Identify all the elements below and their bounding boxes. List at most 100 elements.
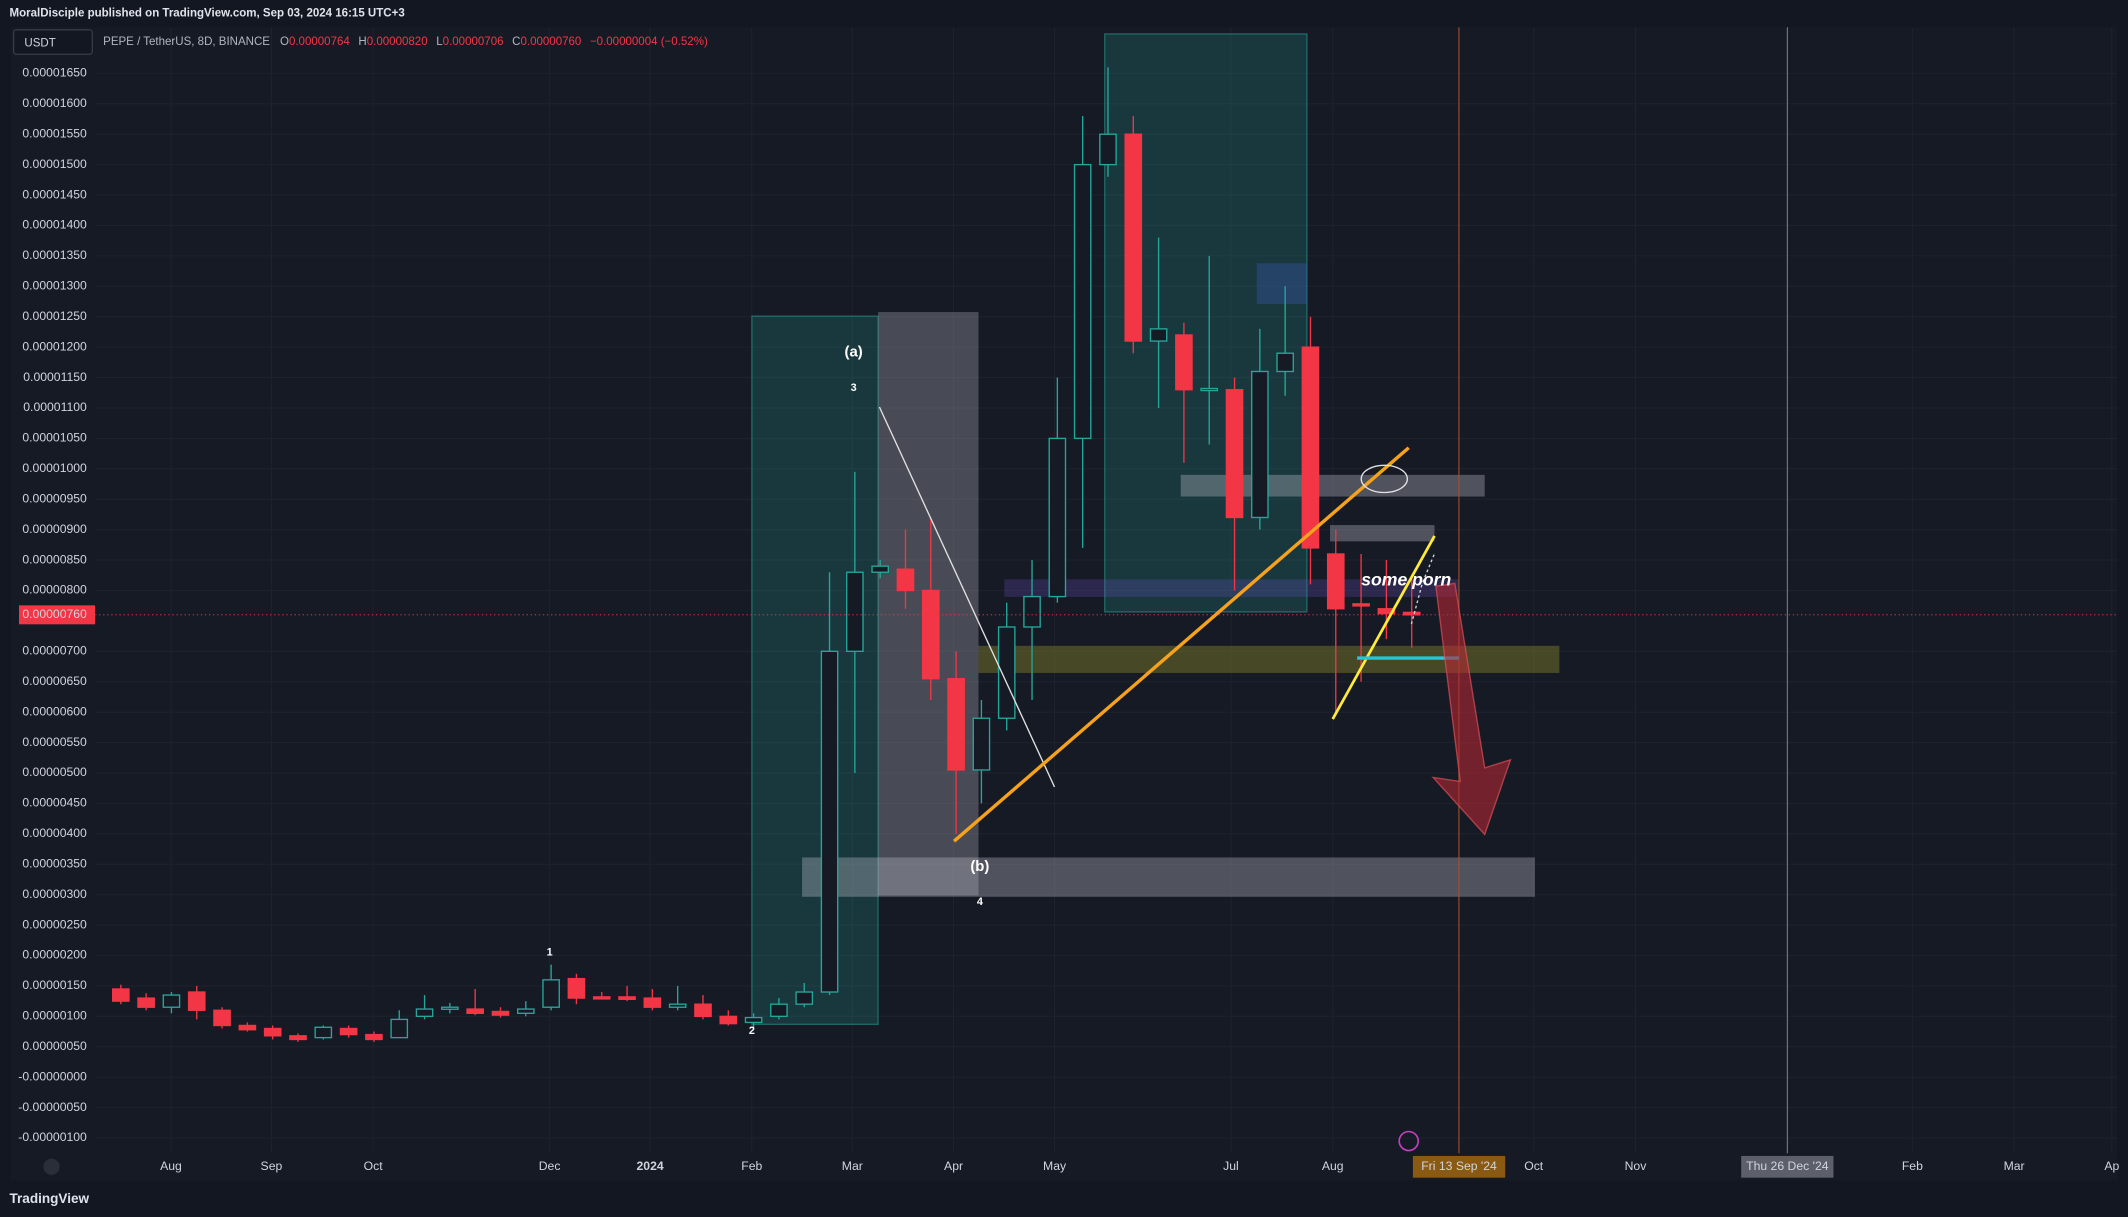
candle-body (187, 991, 206, 1011)
ohlc-value: 0.00000820 (367, 36, 428, 48)
price-box (19, 605, 95, 625)
annotation: (a) (845, 344, 863, 361)
candle-body (1352, 603, 1370, 607)
event-icon (1398, 1130, 1420, 1152)
candle-body (1175, 334, 1193, 391)
candle-body (1251, 370, 1269, 519)
candle-body (997, 626, 1016, 719)
candle-body (921, 589, 940, 680)
y-tick-label: 0.00001300 (22, 279, 87, 293)
y-tick-label: 0.00000450 (22, 796, 87, 810)
candle-body (1099, 133, 1117, 166)
candle-body (466, 1008, 485, 1014)
x-tick-label: Mar (2004, 1159, 2025, 1173)
candle-body (744, 1016, 763, 1024)
candle-body (618, 996, 636, 1000)
candle-body (770, 1003, 788, 1018)
trend-line (952, 446, 1410, 843)
y-tick-label: 0.00000400 (22, 826, 87, 840)
y-tick-label: 0.00001450 (22, 187, 87, 201)
zone (802, 857, 1535, 897)
y-tick-label: 0.00000300 (22, 887, 87, 901)
bottom-bar (0, 1183, 2128, 1217)
candle-body (213, 1009, 231, 1027)
annotation: 4 (977, 896, 983, 908)
y-tick-label: -0.00000050 (18, 1100, 87, 1114)
ohlc-label: L (436, 36, 443, 48)
x-tick-label: Ap (2104, 1159, 2119, 1173)
top-bar (0, 0, 2128, 28)
ohlc-label: C (512, 36, 520, 48)
candle-body (1225, 389, 1244, 519)
candle-body (947, 678, 965, 771)
annotation: 3 (851, 382, 857, 394)
candle-body (441, 1006, 459, 1010)
price-label: 0.00000760 (22, 607, 87, 621)
y-tick-label: 0.00001400 (22, 218, 87, 232)
drawings-top (878, 406, 1512, 1152)
x-tick-label: May (1043, 1159, 1067, 1173)
y-tick-label: 0.00000650 (22, 674, 87, 688)
x-tick-label: Aug (1322, 1159, 1344, 1173)
candle-body (871, 565, 889, 573)
candle-body (668, 1003, 687, 1008)
x-tick-label: Feb (741, 1159, 762, 1173)
currency-box[interactable] (12, 29, 93, 55)
y-tick-label: -0.00000000 (18, 1069, 87, 1083)
y-tick-label: 0.00000700 (22, 644, 87, 658)
candle-body (542, 979, 560, 1008)
ohlc-label: O (280, 36, 289, 48)
candle-body (592, 996, 611, 1000)
x-tick-label: Mar (842, 1159, 863, 1173)
candle-body (289, 1035, 307, 1041)
candle-body (795, 991, 814, 1005)
y-tick-label: -0.00000100 (18, 1130, 87, 1144)
drawings (751, 27, 1788, 1154)
x-tick-label: Oct (1524, 1159, 1544, 1173)
candle-body (694, 1003, 712, 1018)
y-tick-label: 0.00001200 (22, 339, 87, 353)
y-tick-label: 0.00000800 (22, 583, 87, 597)
x-tick-label: Oct (364, 1159, 384, 1173)
candle-body (238, 1024, 257, 1031)
x-tick-label: Sep (261, 1159, 283, 1173)
x-marker-box (1741, 1155, 1834, 1178)
x-marker-label: Thu 26 Dec '24 (1746, 1159, 1829, 1173)
annotation: 2 (749, 1025, 755, 1037)
plot-background (10, 27, 2118, 1181)
x-tick-label: Apr (944, 1159, 963, 1173)
candle-body (415, 1008, 434, 1018)
y-tick-label: 0.00000850 (22, 552, 87, 566)
x-tick-label: Dec (539, 1159, 561, 1173)
zone (1256, 263, 1307, 304)
candle-body (516, 1008, 535, 1014)
candle-body (390, 1018, 409, 1039)
symbol: PEPE / TetherUS, 8D, BINANCE O0.00000764… (103, 36, 708, 48)
candle-body (1402, 611, 1421, 616)
candle-body (1326, 553, 1345, 610)
y-tick-label: 0.00001550 (22, 126, 87, 140)
candle-body (263, 1027, 282, 1037)
candle-body (491, 1010, 510, 1016)
candle-body (1023, 595, 1041, 628)
candle-body (846, 571, 864, 653)
x-tick-label: Jul (1223, 1159, 1239, 1173)
y-tick-label: 0.00001600 (22, 96, 87, 110)
zoom-button[interactable] (43, 1158, 60, 1175)
change: −0.00000004 (−0.52%) (590, 36, 708, 48)
y-tick-label: 0.00000200 (22, 948, 87, 962)
candle-body (643, 997, 662, 1008)
candle-body (339, 1027, 358, 1036)
annotation: some porn (1361, 569, 1451, 589)
y-tick-label: 0.00000150 (22, 978, 87, 992)
x-tick-label: Nov (1625, 1159, 1648, 1173)
zone (1330, 525, 1435, 542)
candle-body (896, 568, 915, 592)
x-marker-box (1412, 1155, 1506, 1178)
y-tick-label: 0.00001000 (22, 461, 87, 475)
y-tick-label: 0.00001050 (22, 431, 87, 445)
zone (751, 315, 879, 1026)
trend-line (1331, 535, 1436, 720)
brand: TradingView (9, 1191, 89, 1206)
